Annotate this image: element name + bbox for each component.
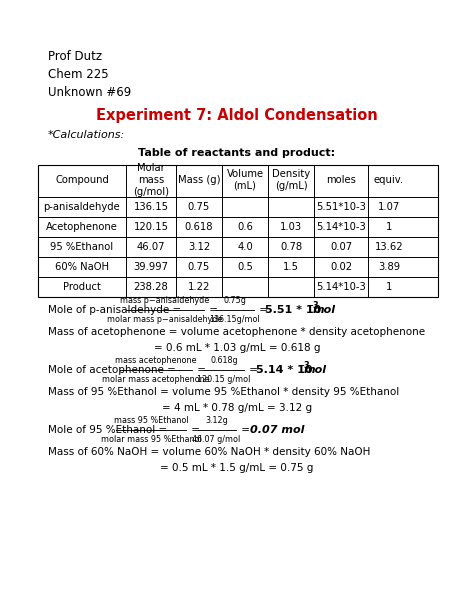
- Text: 95 %Ethanol: 95 %Ethanol: [50, 242, 114, 252]
- Text: 39.997: 39.997: [134, 262, 168, 272]
- Text: 0.75: 0.75: [188, 202, 210, 212]
- Text: 120.15 g/mol: 120.15 g/mol: [197, 375, 251, 384]
- Text: 1.5: 1.5: [283, 262, 299, 272]
- Text: p-anisaldehyde: p-anisaldehyde: [44, 202, 120, 212]
- Text: 5.14*10-3: 5.14*10-3: [316, 222, 366, 232]
- Text: 1.03: 1.03: [280, 222, 302, 232]
- Text: 0.02: 0.02: [330, 262, 352, 272]
- Text: 0.618: 0.618: [185, 222, 213, 232]
- Text: equiv.: equiv.: [374, 175, 404, 185]
- Text: 0.618g: 0.618g: [210, 356, 238, 365]
- Text: Product: Product: [63, 282, 101, 292]
- Text: 60% NaOH: 60% NaOH: [55, 262, 109, 272]
- Text: Mole of acetophenone =: Mole of acetophenone =: [48, 365, 179, 375]
- Text: molar mass p−anisaldehyde: molar mass p−anisaldehyde: [108, 315, 223, 324]
- Text: = 4 mL * 0.78 g/mL = 3.12 g: = 4 mL * 0.78 g/mL = 3.12 g: [162, 403, 312, 413]
- Text: 238.28: 238.28: [134, 282, 168, 292]
- Text: mol: mol: [313, 305, 336, 315]
- Text: mass p−anisaldehyde: mass p−anisaldehyde: [120, 296, 210, 305]
- Text: Chem 225: Chem 225: [48, 68, 109, 81]
- Text: 5.14 * 10: 5.14 * 10: [256, 365, 312, 375]
- Text: 0.78: 0.78: [280, 242, 302, 252]
- Text: mass 95 %Ethanol: mass 95 %Ethanol: [114, 416, 189, 425]
- Text: 0.75g: 0.75g: [223, 296, 246, 305]
- Text: Compound: Compound: [55, 175, 109, 185]
- Text: 3.12g: 3.12g: [205, 416, 228, 425]
- Text: Density
(g/mL): Density (g/mL): [272, 169, 310, 191]
- Text: mol: mol: [304, 365, 327, 375]
- Text: = 0.6 mL * 1.03 g/mL = 0.618 g: = 0.6 mL * 1.03 g/mL = 0.618 g: [154, 343, 320, 353]
- Text: 0.07 mol: 0.07 mol: [250, 425, 304, 435]
- Text: molar mass acetophenone: molar mass acetophenone: [102, 375, 210, 384]
- Text: *Calculations:: *Calculations:: [48, 130, 125, 140]
- Text: 5.51*10-3: 5.51*10-3: [316, 202, 366, 212]
- Text: 136.15: 136.15: [134, 202, 168, 212]
- Text: =: =: [188, 425, 203, 435]
- Text: Mass of 60% NaOH = volume 60% NaOH * density 60% NaOH: Mass of 60% NaOH = volume 60% NaOH * den…: [48, 447, 370, 457]
- Text: 0.75: 0.75: [188, 262, 210, 272]
- Text: Mole of p-anisaldehyde =: Mole of p-anisaldehyde =: [48, 305, 184, 315]
- Text: moles: moles: [326, 175, 356, 185]
- Bar: [38, 165, 438, 297]
- Text: =: =: [255, 305, 271, 315]
- Text: 0.6: 0.6: [237, 222, 253, 232]
- Text: Unknown #69: Unknown #69: [48, 86, 131, 99]
- Text: 0.07: 0.07: [330, 242, 352, 252]
- Text: 1.22: 1.22: [188, 282, 210, 292]
- Text: 3.12: 3.12: [188, 242, 210, 252]
- Text: =: =: [206, 305, 221, 315]
- Text: 46.07 g/mol: 46.07 g/mol: [192, 435, 241, 444]
- Text: =: =: [194, 365, 210, 375]
- Text: −3: −3: [306, 300, 319, 310]
- Text: 136.15g/mol: 136.15g/mol: [209, 315, 260, 324]
- Text: Molar
mass
(g/mol): Molar mass (g/mol): [133, 164, 169, 197]
- Text: 46.07: 46.07: [137, 242, 165, 252]
- Text: Table of reactants and product:: Table of reactants and product:: [138, 148, 336, 158]
- Text: mass acetophenone: mass acetophenone: [115, 356, 197, 365]
- Text: 5.51 * 10: 5.51 * 10: [265, 305, 321, 315]
- Text: =: =: [237, 425, 256, 435]
- Text: −3: −3: [297, 360, 310, 370]
- Text: = 0.5 mL * 1.5 g/mL = 0.75 g: = 0.5 mL * 1.5 g/mL = 0.75 g: [160, 463, 314, 473]
- Text: 1.07: 1.07: [378, 202, 400, 212]
- Text: 3.89: 3.89: [378, 262, 400, 272]
- Text: molar mass 95 %Ethanol: molar mass 95 %Ethanol: [101, 435, 202, 444]
- Text: 4.0: 4.0: [237, 242, 253, 252]
- Text: Mole of 95 %Ethanol =: Mole of 95 %Ethanol =: [48, 425, 171, 435]
- Text: 13.62: 13.62: [374, 242, 403, 252]
- Text: Volume
(mL): Volume (mL): [227, 169, 264, 191]
- Text: Mass of acetophenone = volume acetophenone * density acetophenone: Mass of acetophenone = volume acetopheno…: [48, 327, 425, 337]
- Text: =: =: [246, 365, 262, 375]
- Text: 1: 1: [386, 282, 392, 292]
- Text: Prof Dutz: Prof Dutz: [48, 50, 102, 63]
- Text: Experiment 7: Aldol Condensation: Experiment 7: Aldol Condensation: [96, 108, 378, 123]
- Text: 5.14*10-3: 5.14*10-3: [316, 282, 366, 292]
- Text: 120.15: 120.15: [134, 222, 168, 232]
- Text: Mass of 95 %Ethanol = volume 95 %Ethanol * density 95 %Ethanol: Mass of 95 %Ethanol = volume 95 %Ethanol…: [48, 387, 399, 397]
- Text: 0.5: 0.5: [237, 262, 253, 272]
- Text: 1: 1: [386, 222, 392, 232]
- Text: Mass (g): Mass (g): [178, 175, 220, 185]
- Text: Acetophenone: Acetophenone: [46, 222, 118, 232]
